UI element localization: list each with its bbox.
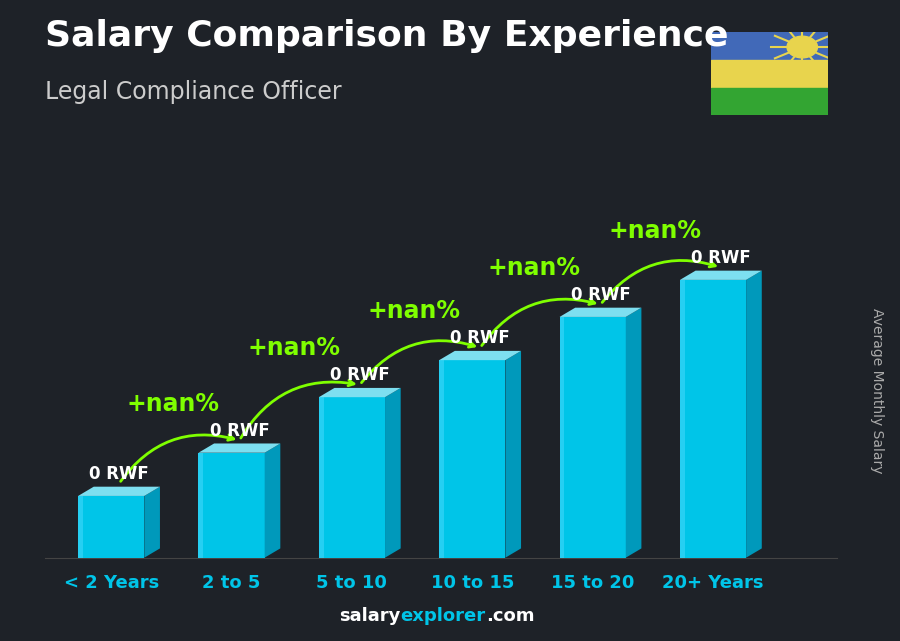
Polygon shape — [626, 308, 642, 558]
Polygon shape — [78, 496, 83, 558]
Polygon shape — [265, 444, 280, 558]
Text: explorer: explorer — [400, 607, 486, 625]
Text: +nan%: +nan% — [488, 256, 580, 280]
Text: +nan%: +nan% — [367, 299, 461, 323]
Text: +nan%: +nan% — [608, 219, 701, 243]
Text: 0 RWF: 0 RWF — [89, 465, 148, 483]
Polygon shape — [199, 453, 265, 558]
Polygon shape — [319, 388, 400, 397]
Text: 0 RWF: 0 RWF — [330, 366, 390, 384]
Polygon shape — [319, 397, 385, 558]
Polygon shape — [439, 351, 521, 360]
Polygon shape — [319, 397, 324, 558]
Circle shape — [787, 37, 817, 58]
Polygon shape — [746, 271, 761, 558]
Bar — [711, 60, 828, 88]
Polygon shape — [560, 317, 564, 558]
Text: Legal Compliance Officer: Legal Compliance Officer — [45, 80, 342, 104]
Bar — [711, 32, 828, 60]
Polygon shape — [680, 280, 746, 558]
Polygon shape — [199, 444, 280, 453]
Text: 0 RWF: 0 RWF — [571, 286, 630, 304]
Text: 0 RWF: 0 RWF — [450, 329, 510, 347]
Polygon shape — [680, 271, 761, 280]
Text: salary: salary — [339, 607, 400, 625]
Polygon shape — [560, 308, 642, 317]
Polygon shape — [385, 388, 400, 558]
Text: .com: .com — [486, 607, 535, 625]
Text: 0 RWF: 0 RWF — [210, 422, 269, 440]
Polygon shape — [199, 453, 203, 558]
Text: Salary Comparison By Experience: Salary Comparison By Experience — [45, 19, 728, 53]
Polygon shape — [439, 360, 506, 558]
Polygon shape — [506, 351, 521, 558]
Polygon shape — [560, 317, 625, 558]
Text: +nan%: +nan% — [248, 336, 340, 360]
Polygon shape — [144, 487, 160, 558]
Text: Average Monthly Salary: Average Monthly Salary — [870, 308, 885, 474]
Bar — [711, 88, 828, 115]
Polygon shape — [680, 280, 685, 558]
Polygon shape — [78, 496, 144, 558]
Polygon shape — [78, 487, 160, 496]
Text: +nan%: +nan% — [127, 392, 220, 416]
Polygon shape — [439, 360, 444, 558]
Text: 0 RWF: 0 RWF — [691, 249, 751, 267]
